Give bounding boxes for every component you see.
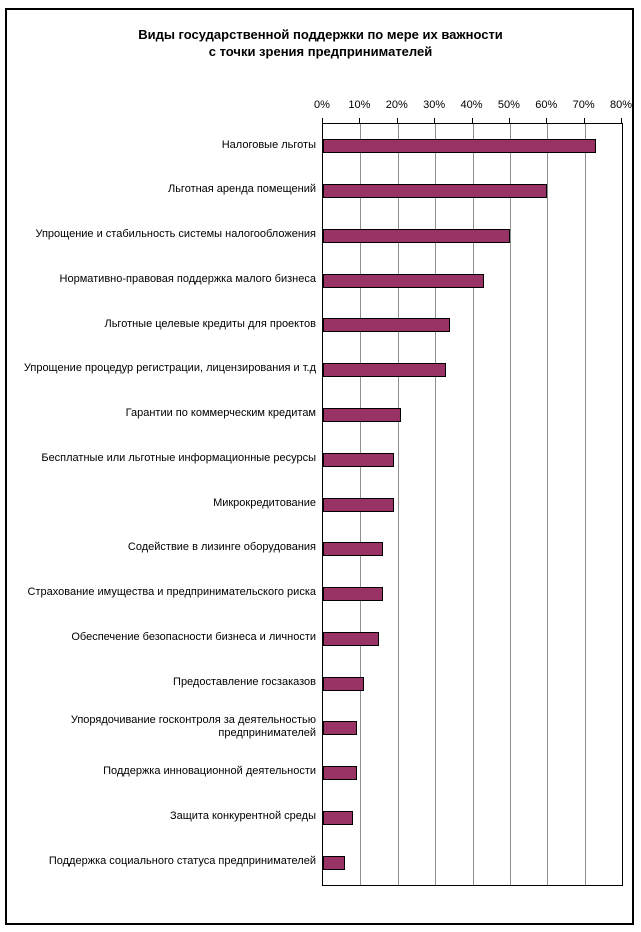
category-label: Упрощение и стабильность системы налогоо… <box>35 228 316 241</box>
gridline <box>509 124 511 885</box>
category-label: Упорядочивание госконтроля за деятельнос… <box>70 713 316 740</box>
bar <box>323 228 510 243</box>
category-label: Нормативно-правовая поддержка малого биз… <box>59 272 316 285</box>
tick-mark <box>396 118 398 124</box>
chart-title: Виды государственной поддержки по мере и… <box>0 26 641 60</box>
axis-tick-label: 50% <box>497 99 520 111</box>
axis-tick-label: 60% <box>535 99 558 111</box>
category-label: Упрощение процедур регистрации, лицензир… <box>23 362 316 375</box>
gridline <box>397 124 399 885</box>
bar <box>323 139 596 154</box>
category-label: Предоставление госзаказов <box>173 675 316 688</box>
category-label: Обеспечение безопасности бизнеса и лично… <box>71 630 316 643</box>
axis-tick-label: 10% <box>348 99 371 111</box>
axis-tick-label: 40% <box>460 99 483 111</box>
bar <box>323 318 451 333</box>
tick-mark <box>471 118 473 124</box>
bar <box>323 542 383 557</box>
category-label: Поддержка социального статуса предприним… <box>48 854 316 867</box>
chart-frame <box>5 8 634 925</box>
tick-mark <box>546 118 548 124</box>
axis-tick-label: 0% <box>314 99 330 111</box>
category-label: Льготная аренда помещений <box>167 183 316 196</box>
tick-mark <box>359 118 361 124</box>
category-label: Микрокредитование <box>213 496 316 509</box>
category-label: Защита конкурентной среды <box>169 809 316 822</box>
chart-title-line-2: с точки зрения предпринимателей <box>208 44 433 59</box>
bar <box>323 721 357 736</box>
category-label: Льготные целевые кредиты для проектов <box>104 317 316 330</box>
bar <box>323 184 548 199</box>
category-label: Гарантии по коммерческим кредитам <box>125 407 316 420</box>
category-label: Бесплатные или льготные информационные р… <box>41 451 316 464</box>
bar <box>323 855 346 870</box>
category-label: Поддержка инновационной деятельности <box>103 765 316 778</box>
gridline <box>584 124 586 885</box>
bar <box>323 452 394 467</box>
gridline <box>435 124 437 885</box>
category-label: Содействие в лизинге оборудования <box>127 541 316 554</box>
bar <box>323 407 402 422</box>
category-label: Налоговые льготы <box>221 138 316 151</box>
axis-tick-label: 30% <box>423 99 446 111</box>
bar <box>323 273 484 288</box>
gridline <box>547 124 549 885</box>
bar <box>323 810 353 825</box>
axis-tick-label: 20% <box>385 99 408 111</box>
category-label: Страхование имущества и предпринимательс… <box>27 586 316 599</box>
tick-mark <box>434 118 436 124</box>
bar <box>323 766 357 781</box>
bar <box>323 363 447 378</box>
bar <box>323 676 365 691</box>
tick-mark <box>621 118 622 124</box>
chart-title-line-1: Виды государственной поддержки по мере и… <box>138 27 503 42</box>
bar <box>323 497 394 512</box>
tick-mark <box>583 118 585 124</box>
axis-tick-label: 70% <box>572 99 595 111</box>
tick-mark <box>322 118 323 124</box>
gridline <box>472 124 474 885</box>
tick-mark <box>508 118 510 124</box>
bar <box>323 631 380 646</box>
axis-tick-label: 80% <box>609 99 633 111</box>
bar <box>323 587 383 602</box>
plot-area <box>322 123 623 886</box>
